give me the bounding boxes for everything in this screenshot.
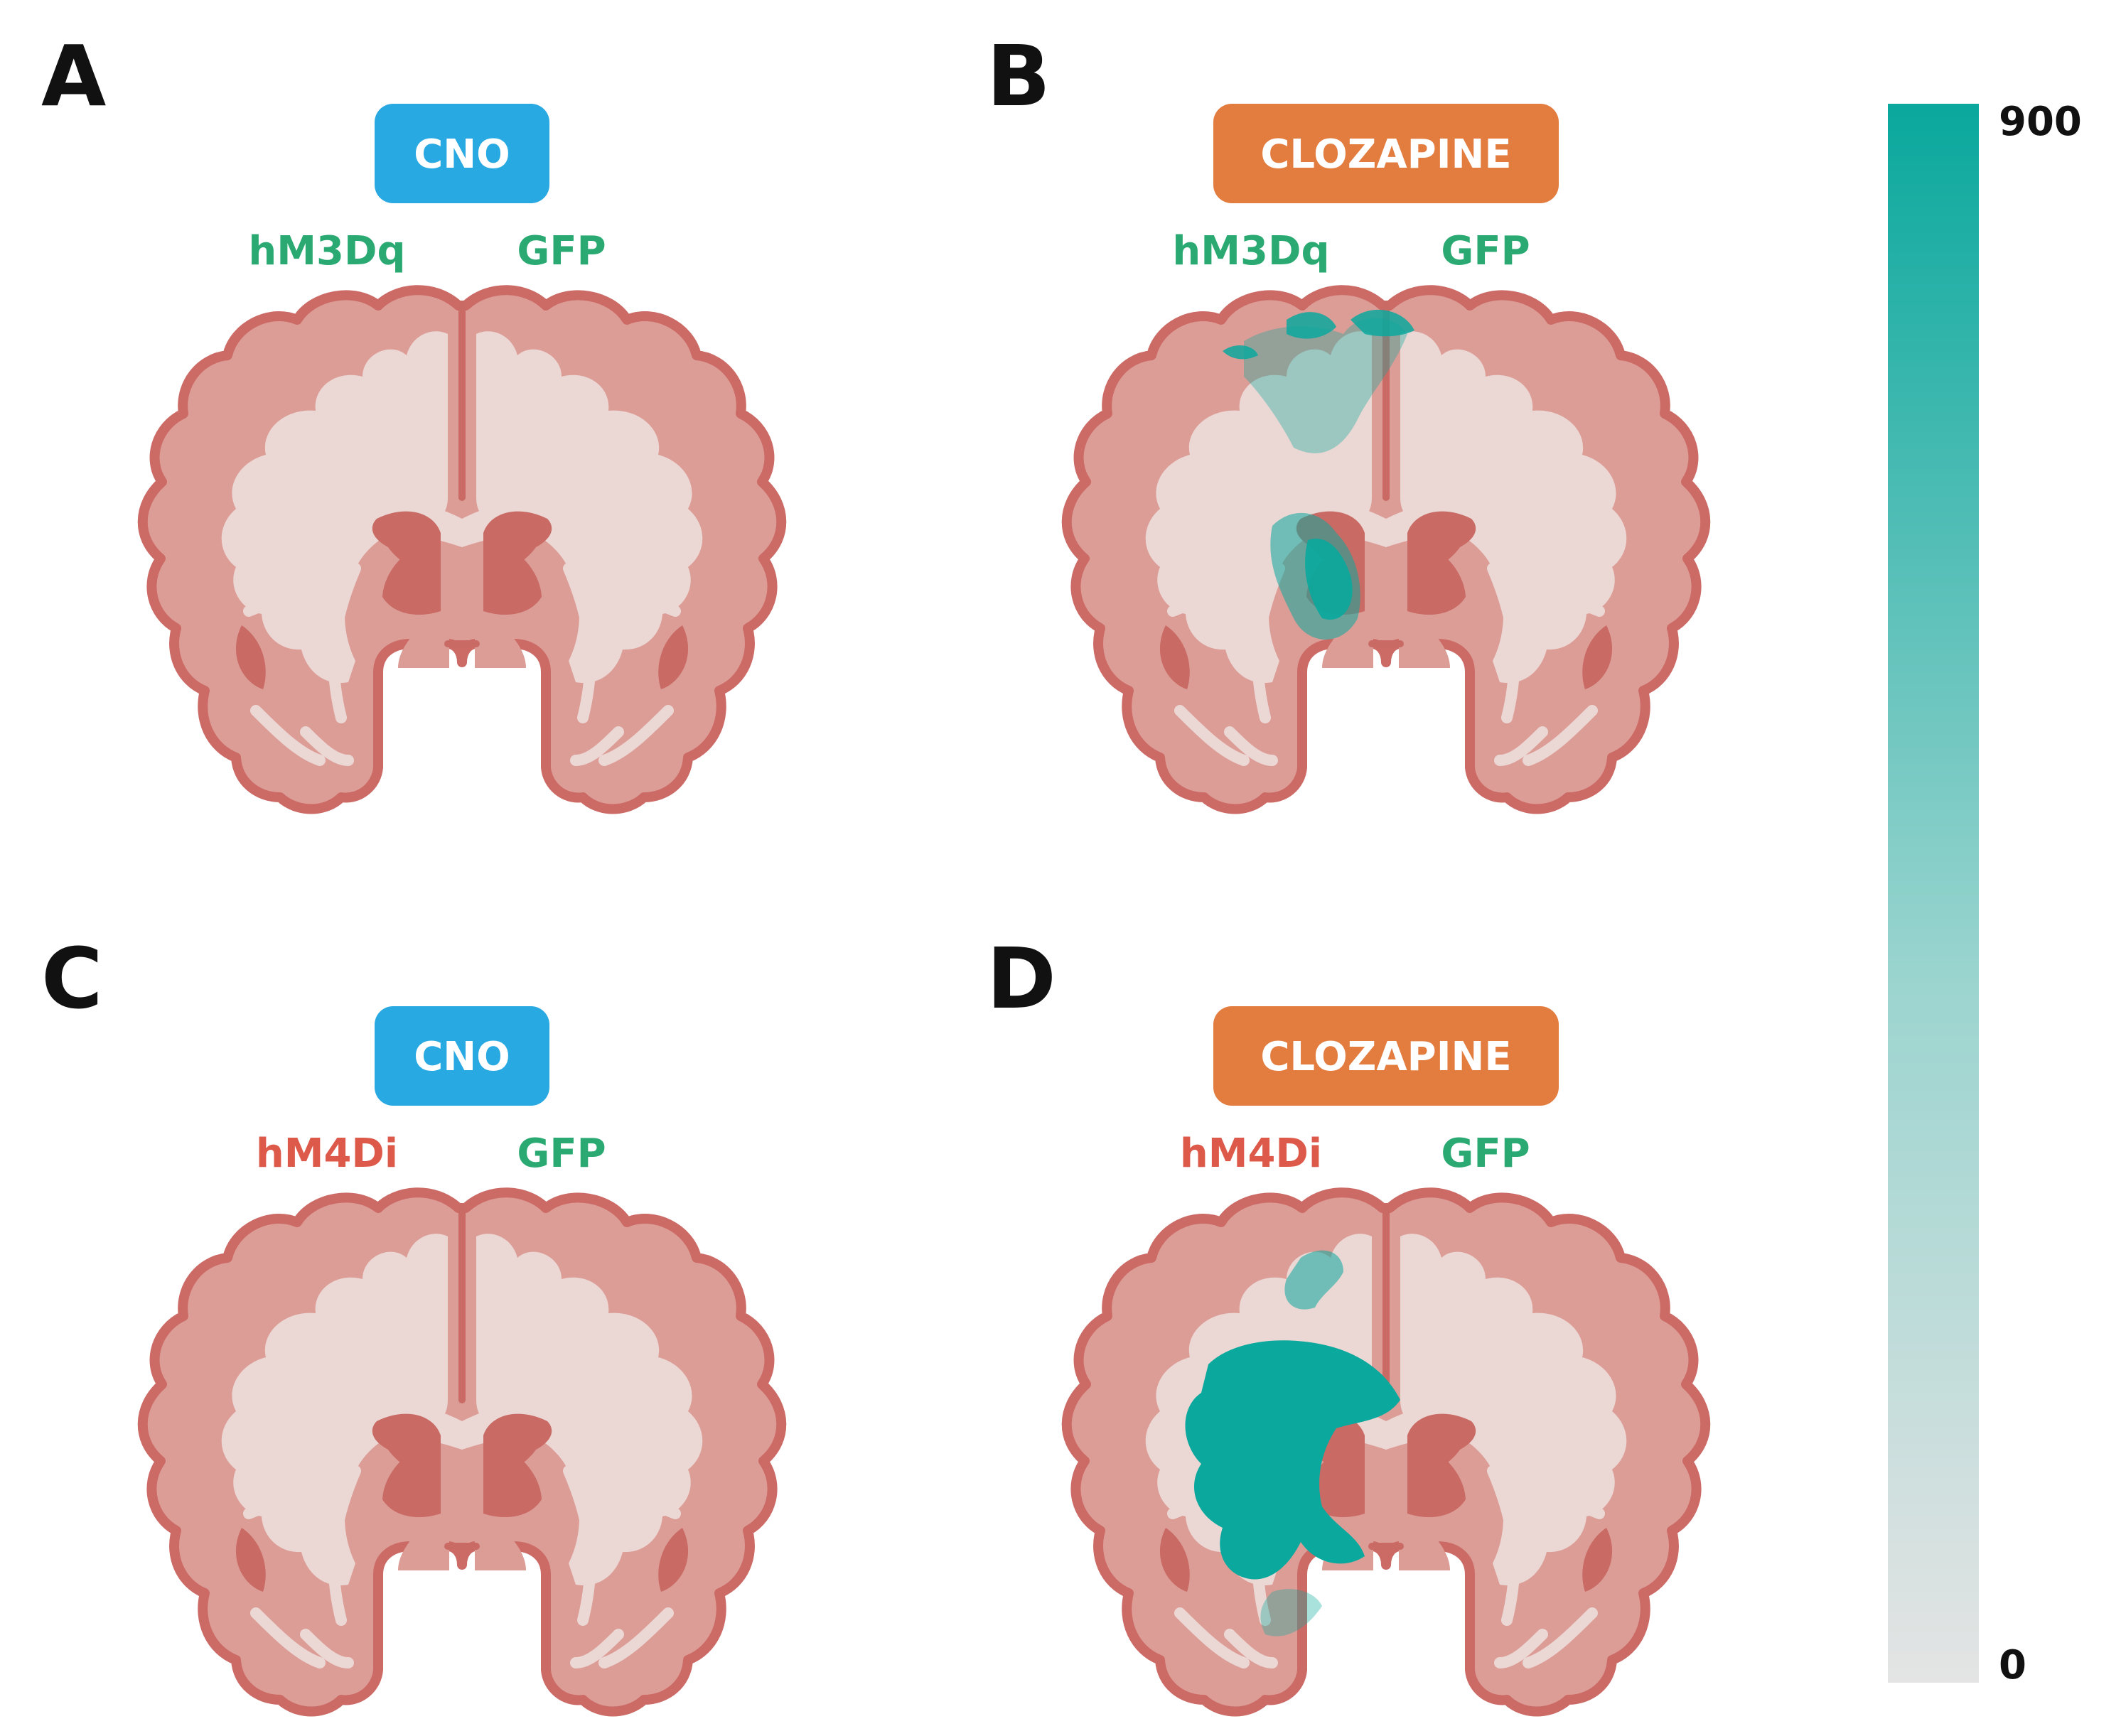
coronal-brain-section [1067, 1192, 1706, 1711]
colorbar-min-label: 0 [1999, 1642, 2026, 1688]
panel-letter-d: D [987, 929, 1056, 1028]
coronal-brain-section [143, 290, 782, 809]
drug-label: CNO [414, 1034, 510, 1080]
hemisphere-label-right: GFP [517, 1131, 606, 1177]
hemisphere-label-right: GFP [517, 228, 606, 274]
drug-badge [375, 104, 549, 203]
drug-badge [375, 1006, 549, 1106]
drug-label: CLOZAPINE [1260, 1034, 1511, 1080]
panel-d: CLOZAPINE hM4Di GFP [1067, 1006, 1706, 1712]
panel-b: CLOZAPINE hM3Dq GFP [1067, 104, 1706, 809]
panel-letter-c: C [41, 929, 103, 1028]
drug-badge [1213, 104, 1559, 203]
colorbar-max-label: 900 [1999, 99, 2082, 145]
panel-c: CNO hM4Di GFP [143, 1006, 782, 1712]
hemisphere-label-left: hM4Di [256, 1131, 398, 1177]
hemisphere-label-left: hM3Dq [1172, 228, 1329, 274]
panel-a: CNO hM3Dq GFP [143, 104, 782, 809]
panel-letter-b: B [987, 27, 1051, 125]
hemisphere-label-left: hM4Di [1180, 1131, 1322, 1177]
colorbar [1888, 104, 1979, 1683]
coronal-brain-section [143, 1192, 782, 1711]
hemisphere-label-right: GFP [1441, 228, 1530, 274]
drug-label: CNO [414, 131, 510, 178]
hemisphere-label-left: hM3Dq [248, 228, 405, 274]
drug-label: CLOZAPINE [1260, 131, 1511, 178]
hemisphere-label-right: GFP [1441, 1131, 1530, 1177]
drug-badge [1213, 1006, 1559, 1106]
panel-letter-a: A [41, 27, 106, 125]
